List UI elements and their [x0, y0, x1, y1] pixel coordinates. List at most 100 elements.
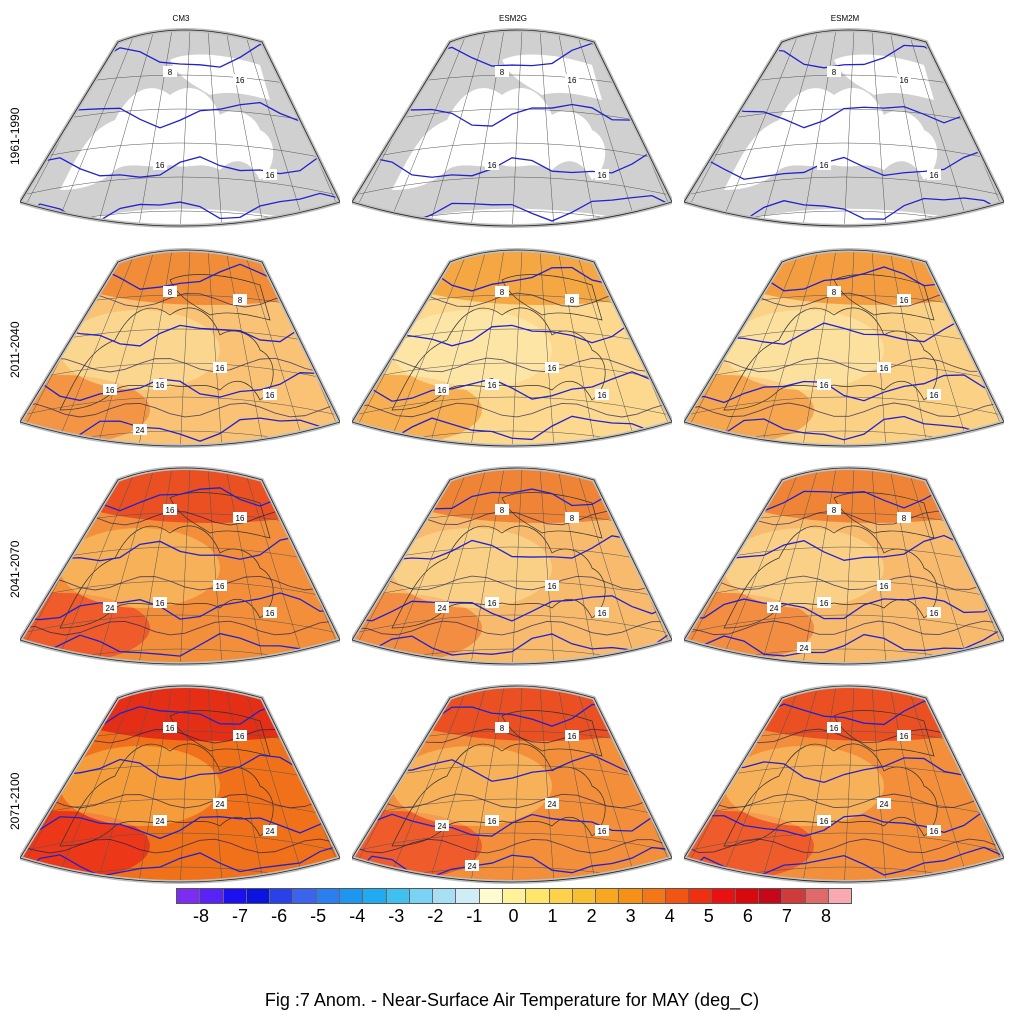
colorbar-tick-label: 3 — [625, 906, 636, 926]
contour-label: 8 — [832, 506, 837, 515]
contour-label: 16 — [156, 381, 165, 390]
contour-label: 8 — [500, 506, 505, 515]
contour-label-bg — [233, 74, 247, 85]
contour-label: 8 — [832, 288, 837, 297]
colorbar-swatch — [433, 889, 457, 903]
colorbar-tick-label: -8 — [192, 906, 210, 926]
contour-label-bg — [435, 602, 449, 613]
map-svg: 8 16 16 16 24 24 24 — [352, 684, 672, 884]
colorbar-tick-label: 7 — [781, 906, 792, 926]
contour-label: 16 — [156, 599, 165, 608]
map-border — [20, 29, 340, 227]
contour-label: 24 — [770, 604, 779, 613]
contour-label-bg — [767, 602, 781, 613]
contour-label: 16 — [166, 724, 175, 733]
figure-title: Fig :7 Anom. - Near-Surface Air Temperat… — [264, 990, 760, 1010]
contour-label-bg — [495, 286, 509, 297]
colorbar-swatch — [479, 889, 503, 903]
map-svg: 16 16 24 24 24 — [20, 684, 340, 884]
contour-label: 24 — [800, 644, 809, 653]
colorbar-swatch — [782, 889, 806, 903]
colorbar-swatch — [735, 889, 760, 903]
contour-label: 24 — [136, 426, 145, 435]
contour-label-bg — [545, 798, 559, 809]
contour-label: 8 — [168, 288, 173, 297]
column-title-esm2g: ESM2G — [498, 14, 527, 23]
contour-label-bg — [163, 66, 177, 77]
contour-label: 16 — [266, 171, 275, 180]
map-border — [352, 29, 672, 227]
colorbar-tick-label: -1 — [466, 906, 483, 926]
anomaly-interior — [392, 310, 552, 390]
contour-label-bg — [213, 580, 227, 591]
map-border — [352, 249, 672, 447]
colorbar-tick-label: 2 — [586, 906, 597, 926]
map-border — [20, 685, 340, 883]
colorbar-tick-labels: -8 -7 -6 -5 -4 -3 -2 -1 0 1 2 3 4 5 6 7 8 — [176, 906, 852, 930]
contour-label-bg — [927, 825, 941, 836]
contour-label: 8 — [500, 68, 505, 77]
contour-label-bg — [495, 722, 509, 733]
colorbar-swatch — [712, 889, 736, 903]
colorbar-swatch — [200, 889, 224, 903]
colorbar-swatch — [759, 889, 783, 903]
map-border — [684, 249, 1004, 447]
contour-label: 8 — [570, 514, 575, 523]
colorbar-tick-label: 1 — [547, 906, 558, 926]
map-panel-2041-2070-ESM2M: 8 8 16 16 16 24 24 — [684, 458, 1004, 668]
anomaly-interior — [724, 310, 884, 390]
land-mask — [20, 54, 340, 226]
contour-label-bg — [827, 504, 841, 515]
contour-label-bg — [897, 730, 911, 741]
colorbar-swatch — [223, 889, 247, 903]
contour-label: 16 — [900, 732, 909, 741]
contour-label-bg — [263, 389, 277, 400]
contour-label: 24 — [156, 817, 165, 826]
contour-label: 24 — [106, 604, 115, 613]
map-svg: 8 8 16 16 16 16 24 — [20, 248, 340, 448]
contour-label: 16 — [488, 381, 497, 390]
contour-label: 16 — [488, 817, 497, 826]
colorbar-swatch — [409, 889, 434, 903]
contour-label-bg — [817, 815, 831, 826]
colorbar-swatch — [502, 889, 527, 903]
map-panel-2071-2100-ESM2M: 16 16 16 16 24 — [684, 676, 1004, 886]
contour-label: 16 — [598, 827, 607, 836]
contour-label-bg — [163, 286, 177, 297]
contour-label-bg — [153, 379, 167, 390]
colorbar-swatch — [386, 889, 410, 903]
map-svg: 8 16 16 16 — [684, 28, 1004, 228]
contour-label-bg — [465, 860, 479, 871]
contour-label: 16 — [598, 171, 607, 180]
contour-label: 16 — [880, 364, 889, 373]
contour-label-bg — [495, 504, 509, 515]
map-panel-2011-2040-CM3: 8 8 16 16 16 16 24 — [20, 240, 340, 450]
contour-label-bg — [545, 580, 559, 591]
contour-label: 16 — [930, 171, 939, 180]
contour-label: 16 — [930, 391, 939, 400]
contour-label-bg — [263, 607, 277, 618]
colorbar-swatch — [270, 889, 294, 903]
map-panel-2011-2040-ESM2G: 8 8 16 16 16 16 — [352, 240, 672, 450]
contour-label-bg — [565, 294, 579, 305]
contour-label-bg — [877, 362, 891, 373]
contour-label: 16 — [820, 161, 829, 170]
contour-label-bg — [435, 384, 449, 395]
contour-label-bg — [485, 815, 499, 826]
colorbar-swatch — [572, 889, 597, 903]
contour-label-bg — [897, 74, 911, 85]
contour-label-bg — [103, 602, 117, 613]
colorbar-swatch — [596, 889, 620, 903]
contour-label-bg — [565, 512, 579, 523]
contour-label: 16 — [156, 161, 165, 170]
map-panel-2041-2070-ESM2G: 8 8 16 16 16 24 — [352, 458, 672, 668]
contour-label-bg — [233, 730, 247, 741]
colorbar-tick-label: 5 — [703, 906, 714, 926]
contour-label: 16 — [820, 817, 829, 826]
contour-label-bg — [545, 362, 559, 373]
contour-label-bg — [565, 74, 579, 85]
map-svg: 8 8 16 16 16 24 24 — [684, 466, 1004, 666]
map-svg: 8 16 16 16 — [20, 28, 340, 228]
contour-label: 16 — [568, 732, 577, 741]
contour-label-bg — [133, 424, 147, 435]
